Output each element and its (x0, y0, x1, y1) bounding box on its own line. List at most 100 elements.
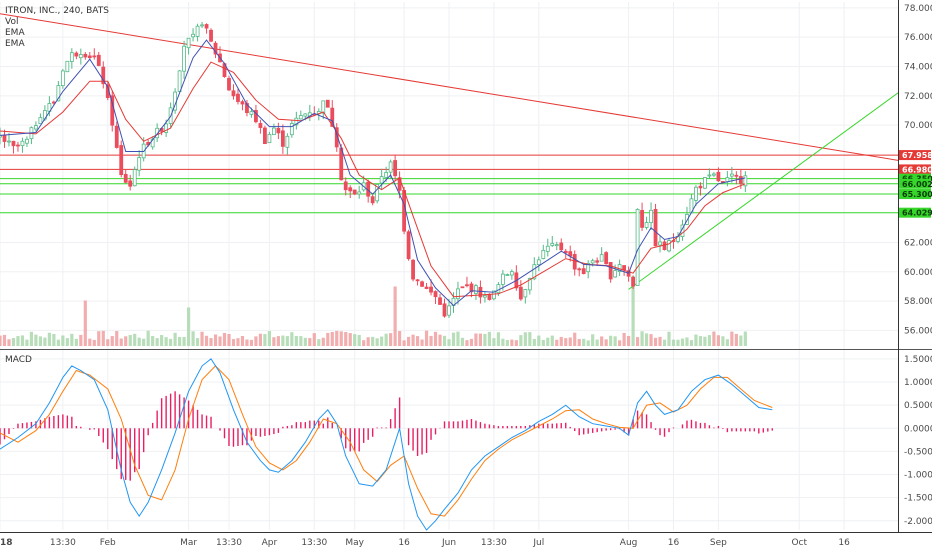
candle-body[interactable] (474, 285, 478, 294)
candle-body[interactable] (429, 286, 433, 293)
candle-body[interactable] (725, 177, 730, 183)
candle-body[interactable] (402, 190, 407, 232)
candle-body[interactable] (438, 297, 442, 305)
candle-body[interactable] (456, 288, 460, 300)
candle-body[interactable] (491, 290, 496, 300)
candle-body[interactable] (500, 273, 505, 285)
candle-body[interactable] (289, 123, 294, 136)
candle-body[interactable] (343, 181, 348, 191)
candle-body[interactable] (280, 130, 285, 147)
candle-body[interactable] (644, 222, 649, 228)
candle-body[interactable] (370, 196, 375, 204)
trend-lines[interactable] (0, 13, 899, 290)
candle-body[interactable] (532, 264, 537, 280)
candle-body[interactable] (258, 123, 263, 128)
horizontal-levels[interactable] (0, 154, 898, 214)
candle-body[interactable] (465, 284, 469, 287)
candle-body[interactable] (608, 262, 613, 280)
candle-body[interactable] (16, 144, 20, 147)
candle-body[interactable] (442, 303, 447, 317)
candle-body[interactable] (132, 169, 137, 187)
candle-body[interactable] (483, 295, 487, 298)
candle-body[interactable] (698, 185, 703, 189)
candle-body[interactable] (87, 55, 92, 59)
candle-body[interactable] (119, 145, 124, 176)
candle-body[interactable] (509, 271, 514, 276)
candle-body[interactable] (231, 90, 236, 97)
candle-body[interactable] (738, 176, 743, 185)
candle-body[interactable] (541, 249, 546, 259)
candle-body[interactable] (249, 111, 254, 115)
candle-body[interactable] (613, 270, 618, 278)
candle-body[interactable] (599, 254, 604, 262)
candle-body[interactable] (384, 172, 389, 178)
candle-body[interactable] (164, 123, 169, 133)
macd-title[interactable]: MACD (5, 355, 32, 365)
candle-body[interactable] (388, 161, 393, 173)
candle-body[interactable] (469, 283, 474, 293)
candle-body[interactable] (352, 189, 357, 195)
candle-body[interactable] (424, 286, 429, 289)
candle-body[interactable] (357, 191, 362, 195)
candle-body[interactable] (572, 254, 577, 270)
candle-body[interactable] (2, 134, 7, 142)
candle-body[interactable] (20, 140, 25, 147)
candle-body[interactable] (227, 77, 231, 91)
candle-body[interactable] (487, 294, 492, 300)
candle-body[interactable] (34, 125, 38, 130)
candle-body[interactable] (186, 37, 191, 49)
candle-body[interactable] (577, 268, 582, 271)
candle-body[interactable] (595, 260, 600, 263)
candle-body[interactable] (200, 24, 204, 27)
candle-body[interactable] (393, 160, 398, 177)
candle-body[interactable] (712, 173, 716, 176)
candle-body[interactable] (694, 186, 698, 201)
candle-body[interactable] (379, 176, 384, 184)
candle-body[interactable] (294, 117, 299, 126)
candle-body[interactable] (536, 259, 541, 266)
candle-body[interactable] (604, 252, 609, 265)
candle-body[interactable] (60, 70, 65, 87)
candle-body[interactable] (658, 241, 662, 246)
candle-body[interactable] (667, 240, 671, 252)
candle-body[interactable] (703, 177, 707, 189)
candle-body[interactable] (25, 138, 29, 144)
indicator-volume-label[interactable]: Vol (5, 17, 18, 27)
candle-body[interactable] (590, 260, 595, 264)
candle-body[interactable] (321, 100, 326, 114)
candle-body[interactable] (375, 184, 380, 202)
candle-body[interactable] (177, 70, 182, 92)
candle-body[interactable] (137, 157, 142, 171)
candle-body[interactable] (554, 244, 559, 247)
candle-body[interactable] (716, 171, 721, 182)
downtrend-line[interactable] (0, 13, 899, 161)
candle-body[interactable] (447, 305, 451, 316)
candle-body[interactable] (496, 284, 501, 294)
candle-body[interactable] (631, 276, 635, 287)
candle-body[interactable] (123, 173, 128, 183)
candle-body[interactable] (518, 286, 523, 300)
candle-body[interactable] (213, 42, 218, 55)
candle-body[interactable] (96, 54, 101, 66)
candle-body[interactable] (285, 135, 290, 148)
candle-body[interactable] (563, 250, 568, 254)
candle-body[interactable] (653, 208, 658, 247)
candle-body[interactable] (263, 127, 267, 145)
candle-body[interactable] (415, 279, 420, 282)
candle-body[interactable] (649, 209, 653, 224)
candle-body[interactable] (406, 231, 411, 260)
candle-body[interactable] (83, 53, 88, 58)
candle-body[interactable] (622, 265, 627, 271)
candle-body[interactable] (339, 147, 344, 181)
candle-body[interactable] (559, 242, 564, 251)
candle-body[interactable] (209, 29, 213, 42)
candle-body[interactable] (11, 140, 16, 147)
candle-body[interactable] (640, 209, 644, 228)
candle-body[interactable] (581, 268, 586, 274)
candle-body[interactable] (433, 291, 438, 298)
candle-body[interactable] (114, 125, 119, 148)
candle-body[interactable] (78, 54, 83, 59)
candle-body[interactable] (254, 110, 258, 123)
candle-body[interactable] (707, 174, 712, 177)
candle-body[interactable] (240, 101, 245, 105)
